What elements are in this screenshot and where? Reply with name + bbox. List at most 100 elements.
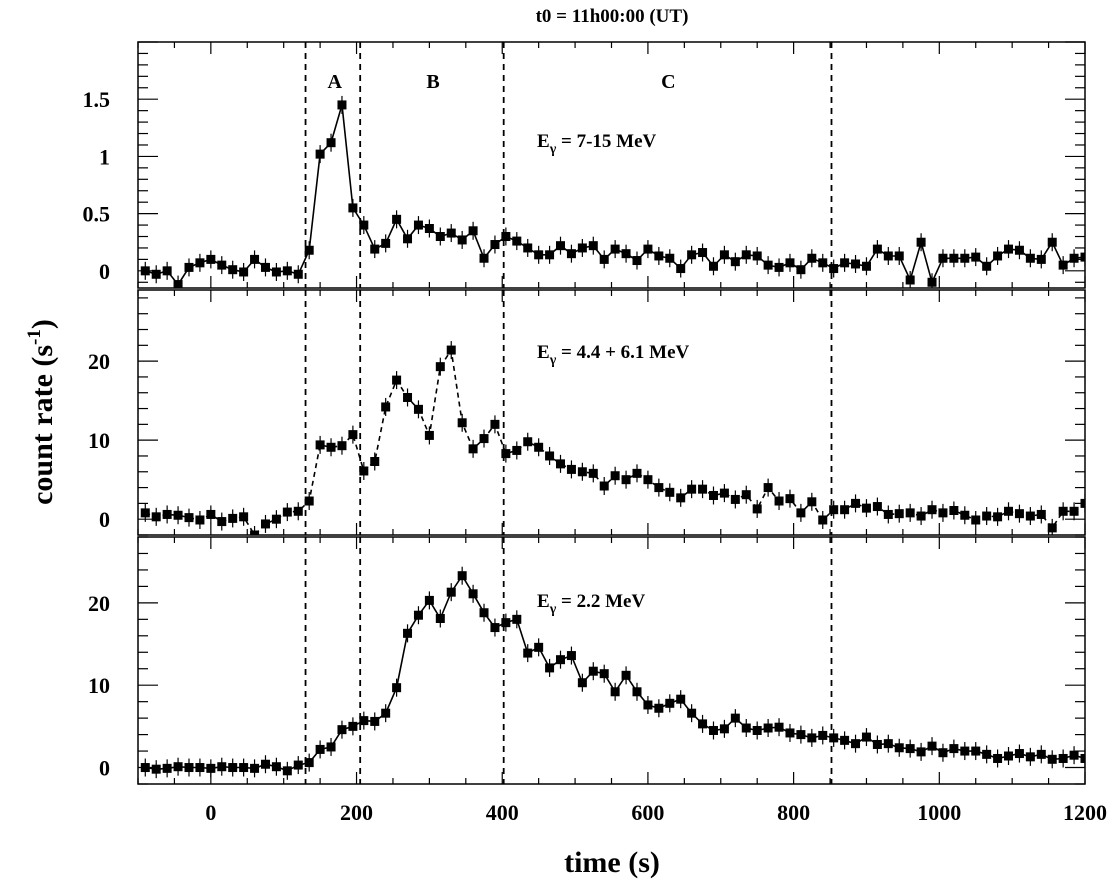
data-point xyxy=(490,419,500,429)
data-point xyxy=(435,232,445,242)
data-point xyxy=(424,430,434,440)
data-point xyxy=(676,264,686,274)
data-point xyxy=(545,451,555,461)
data-point xyxy=(861,732,871,742)
data-point xyxy=(184,763,194,773)
y-axis-label-close: ) xyxy=(26,319,59,329)
panel-frame xyxy=(137,289,1086,536)
data-point xyxy=(348,721,358,731)
x-tick-label: 0 xyxy=(205,800,216,825)
data-point xyxy=(162,763,172,773)
data-point xyxy=(140,508,150,518)
data-point xyxy=(916,237,926,247)
data-point xyxy=(763,260,773,270)
energy-label-main: E xyxy=(537,591,550,612)
data-point xyxy=(228,763,238,773)
data-point xyxy=(206,509,216,519)
data-point xyxy=(621,475,631,485)
data-point xyxy=(435,614,445,624)
data-point xyxy=(829,505,839,515)
data-point xyxy=(413,220,423,230)
data-point xyxy=(1004,244,1014,254)
data-point xyxy=(490,623,500,633)
data-point xyxy=(348,203,358,213)
data-point xyxy=(534,250,544,260)
data-point xyxy=(468,226,478,236)
data-point xyxy=(719,488,729,498)
data-point xyxy=(676,694,686,704)
data-point xyxy=(545,663,555,673)
data-point xyxy=(468,589,478,599)
data-point xyxy=(140,266,150,276)
data-point xyxy=(960,253,970,263)
data-point xyxy=(730,494,740,504)
data-point xyxy=(239,763,249,773)
data-point xyxy=(1047,754,1057,764)
energy-label-subscript: γ xyxy=(549,142,557,157)
data-point xyxy=(435,362,445,372)
data-point xyxy=(173,280,183,288)
data-point xyxy=(523,243,533,253)
data-point xyxy=(1069,506,1079,516)
data-point xyxy=(1036,749,1046,759)
data-point xyxy=(315,149,325,159)
data-point xyxy=(971,252,981,262)
data-point xyxy=(1058,753,1068,763)
energy-label-subscript: γ xyxy=(549,602,557,617)
data-point xyxy=(337,441,347,451)
data-point xyxy=(282,266,292,276)
data-point xyxy=(403,628,413,638)
data-point xyxy=(829,264,839,274)
data-point xyxy=(512,614,522,624)
data-point xyxy=(960,746,970,756)
data-point xyxy=(566,464,576,474)
data-point xyxy=(304,758,314,768)
data-point xyxy=(708,725,718,735)
data-point xyxy=(392,683,402,693)
data-point xyxy=(883,251,893,261)
data-point xyxy=(403,234,413,244)
data-point xyxy=(173,762,183,772)
data-point xyxy=(217,517,227,527)
energy-label: Eγ = 4.4 + 6.1 MeV xyxy=(537,342,690,368)
data-point xyxy=(1069,253,1079,263)
data-point xyxy=(818,730,828,740)
data-point xyxy=(392,214,402,224)
y-tick-label: 0 xyxy=(99,756,110,781)
data-point xyxy=(883,509,893,519)
data-point xyxy=(752,725,762,735)
data-point xyxy=(599,669,609,679)
data-point xyxy=(785,728,795,738)
data-point xyxy=(1080,252,1085,262)
data-point xyxy=(206,254,216,264)
data-point xyxy=(392,375,402,385)
energy-label: Eγ = 2.2 MeV xyxy=(537,591,645,617)
data-point xyxy=(239,267,249,277)
data-point xyxy=(807,253,817,263)
y-tick-label: 10 xyxy=(88,428,110,453)
energy-label: Eγ = 7-15 MeV xyxy=(537,131,657,157)
energy-label-main: E xyxy=(537,131,550,152)
data-point xyxy=(1069,750,1079,760)
data-point xyxy=(370,244,380,254)
data-point xyxy=(774,722,784,732)
data-point xyxy=(927,505,937,515)
data-point xyxy=(982,511,992,521)
energy-label-value: = 4.4 + 6.1 MeV xyxy=(556,342,689,363)
y-tick-label: 20 xyxy=(88,349,110,374)
data-point xyxy=(228,513,238,523)
data-point xyxy=(424,595,434,605)
data-point xyxy=(960,510,970,520)
data-point xyxy=(348,430,358,440)
data-point xyxy=(993,251,1003,261)
data-point xyxy=(599,254,609,264)
data-point xyxy=(250,254,260,264)
data-point xyxy=(206,763,216,773)
data-point xyxy=(282,507,292,517)
data-point xyxy=(556,459,566,469)
data-point xyxy=(337,725,347,735)
data-point xyxy=(872,502,882,512)
data-point xyxy=(217,260,227,270)
x-tick-label: 1200 xyxy=(1063,800,1107,825)
data-point xyxy=(905,508,915,518)
